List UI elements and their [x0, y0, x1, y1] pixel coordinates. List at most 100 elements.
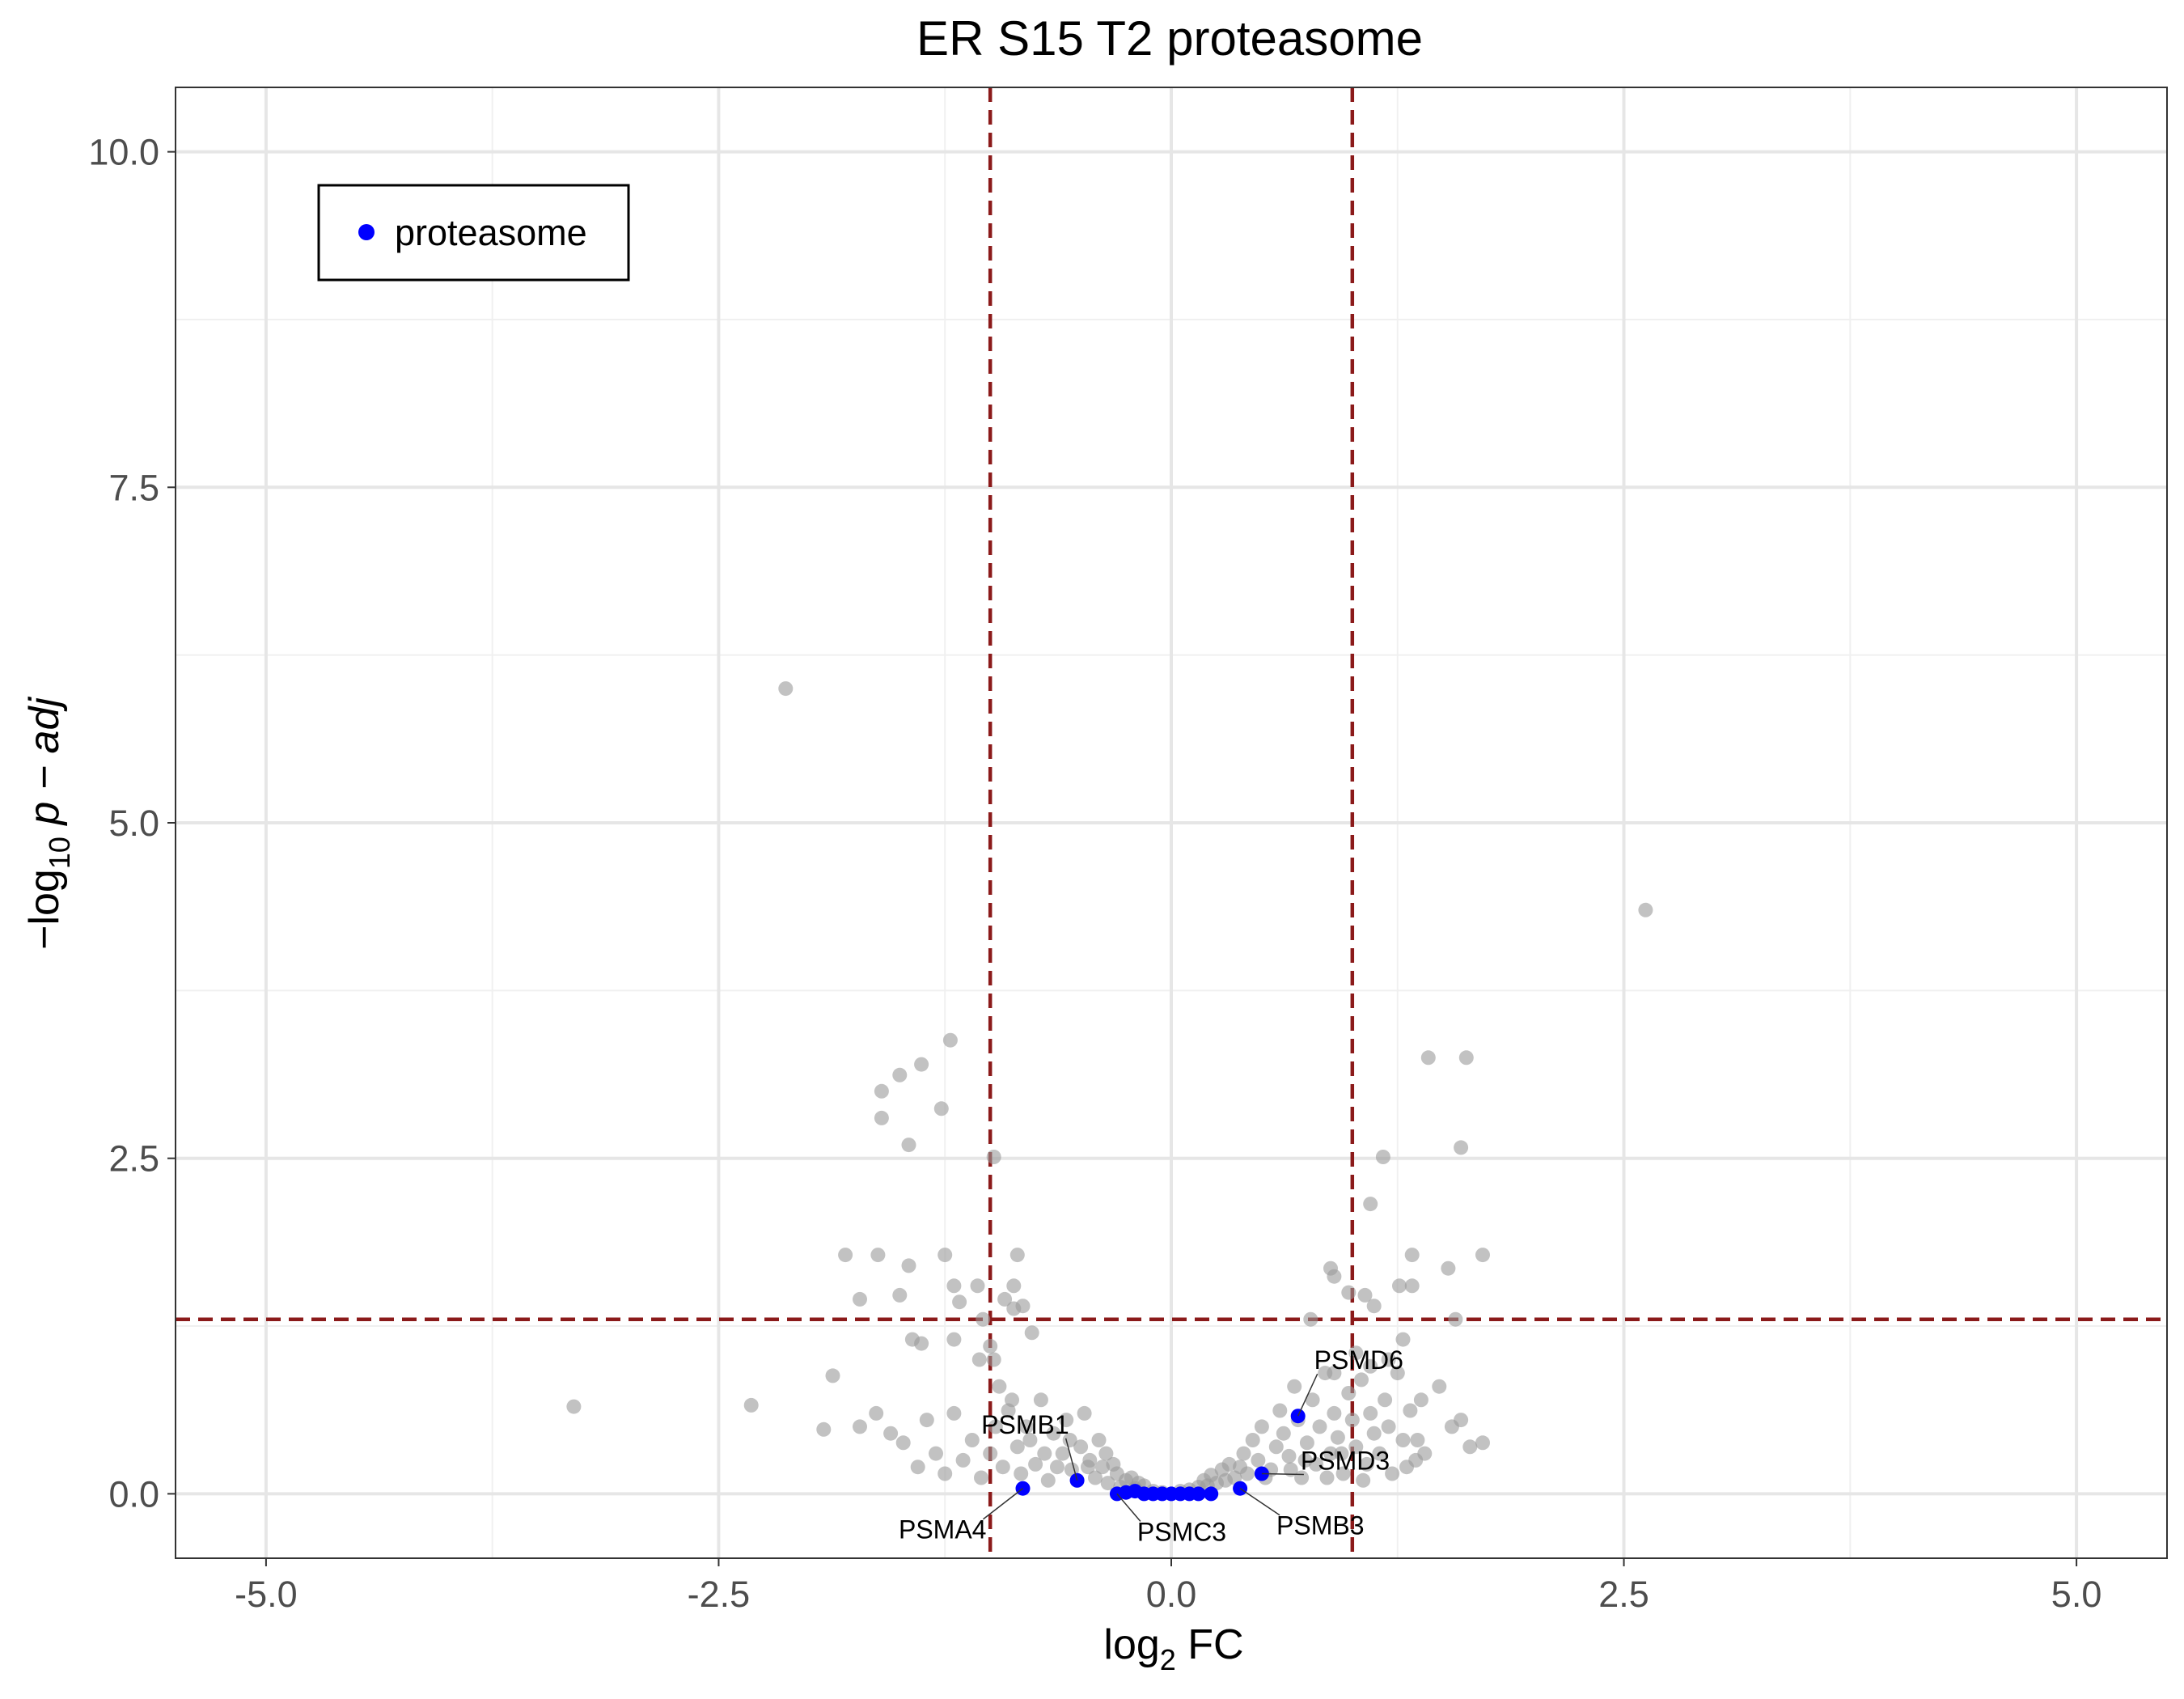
data-point: [1330, 1430, 1345, 1445]
data-point: [1444, 1419, 1459, 1434]
y-tick-label: 10.0: [88, 132, 159, 173]
data-point: [1040, 1472, 1056, 1488]
data-point: [1281, 1448, 1297, 1464]
data-point: [1385, 1466, 1400, 1481]
x-tick-label: 0.0: [1146, 1574, 1197, 1615]
data-point: [946, 1405, 962, 1421]
data-points: [566, 681, 1653, 1502]
data-point: [933, 1101, 949, 1116]
data-point: [1254, 1419, 1269, 1434]
data-point: [1378, 1392, 1393, 1408]
data-point: [929, 1446, 943, 1461]
data-point: [1204, 1468, 1219, 1483]
proteasome-point: [1290, 1409, 1306, 1424]
data-point: [1059, 1413, 1074, 1428]
data-point: [983, 1338, 998, 1354]
data-point: [1022, 1433, 1038, 1447]
data-point: [1395, 1433, 1411, 1447]
data-point: [838, 1248, 853, 1263]
data-point: [1015, 1299, 1031, 1314]
data-point: [853, 1291, 867, 1307]
data-point: [1381, 1352, 1396, 1367]
proteasome-point: [1204, 1486, 1219, 1502]
data-point: [1009, 1248, 1025, 1263]
data-point: [986, 1150, 1001, 1164]
data-point: [995, 1460, 1010, 1475]
data-point: [955, 1452, 971, 1468]
data-point: [1088, 1470, 1103, 1485]
data-point: [988, 1419, 1003, 1434]
y-tick-label: 0.0: [108, 1473, 159, 1515]
data-point: [1638, 902, 1653, 917]
y-axis-title: −log10 p − adj: [21, 697, 76, 950]
data-point: [1046, 1426, 1061, 1441]
gene-label: PSMB3: [1276, 1511, 1364, 1540]
data-point: [964, 1433, 980, 1447]
data-point: [910, 1460, 925, 1475]
data-point: [1033, 1392, 1048, 1408]
data-point: [1100, 1476, 1115, 1491]
data-point: [1404, 1278, 1420, 1294]
data-point: [1390, 1366, 1405, 1381]
data-point: [1251, 1452, 1266, 1468]
data-point: [1413, 1392, 1428, 1408]
data-point: [1348, 1345, 1364, 1361]
data-point: [1366, 1299, 1382, 1314]
data-point: [1319, 1470, 1335, 1485]
data-point: [883, 1426, 899, 1441]
data-point: [1348, 1439, 1364, 1455]
data-point: [1341, 1285, 1357, 1300]
gene-label: PSMD6: [1314, 1345, 1403, 1375]
data-point: [1363, 1405, 1378, 1421]
annotation-leader: [1239, 1488, 1280, 1516]
legend-label: proteasome: [395, 212, 587, 253]
gene-annotations: PSMD6 PSMB1 PSMD3 PSMA4 PSMC3 PSMB3: [899, 1345, 1403, 1546]
data-point: [970, 1278, 985, 1294]
data-point: [1024, 1325, 1039, 1341]
data-point: [986, 1352, 1001, 1367]
data-point: [1091, 1433, 1107, 1447]
data-point: [1395, 1332, 1411, 1347]
legend: proteasome: [317, 184, 630, 282]
data-point: [946, 1332, 962, 1347]
data-point: [892, 1067, 908, 1083]
data-point: [1354, 1372, 1369, 1388]
data-point: [1106, 1456, 1121, 1472]
data-point: [1392, 1278, 1407, 1294]
data-point: [1081, 1460, 1095, 1475]
data-point: [914, 1057, 929, 1072]
proteasome-point: [1254, 1466, 1269, 1481]
data-point: [778, 681, 794, 697]
data-point: [1268, 1439, 1284, 1455]
x-tick-label: -2.5: [688, 1574, 751, 1615]
data-point: [1240, 1466, 1255, 1481]
data-point: [1448, 1311, 1463, 1327]
data-point: [1077, 1405, 1092, 1421]
proteasome-point: [1191, 1486, 1206, 1502]
data-point: [874, 1083, 889, 1099]
gene-label: PSMD3: [1301, 1446, 1390, 1475]
data-point: [1318, 1366, 1333, 1381]
data-point: [1454, 1140, 1469, 1155]
legend-marker: [358, 224, 375, 240]
data-point: [743, 1397, 759, 1413]
data-point: [983, 1446, 998, 1461]
data-point: [914, 1336, 929, 1351]
data-point: [1432, 1379, 1447, 1394]
data-point: [566, 1399, 582, 1414]
x-axis-title-suffix: FC: [1176, 1621, 1244, 1668]
data-point: [1014, 1466, 1029, 1481]
chart-title: ER S15 T2 proteasome: [916, 11, 1423, 66]
data-point: [1404, 1248, 1420, 1263]
threshold-lines: [176, 87, 2167, 1558]
x-axis-title-sub: 2: [1160, 1643, 1176, 1676]
data-point: [1344, 1413, 1360, 1428]
data-point: [1098, 1446, 1114, 1461]
x-axis-title-prefix: log: [1103, 1621, 1159, 1668]
data-point: [1221, 1456, 1237, 1472]
data-point: [874, 1110, 889, 1125]
data-point: [816, 1421, 832, 1437]
data-point: [1009, 1439, 1025, 1455]
data-point: [971, 1352, 987, 1367]
